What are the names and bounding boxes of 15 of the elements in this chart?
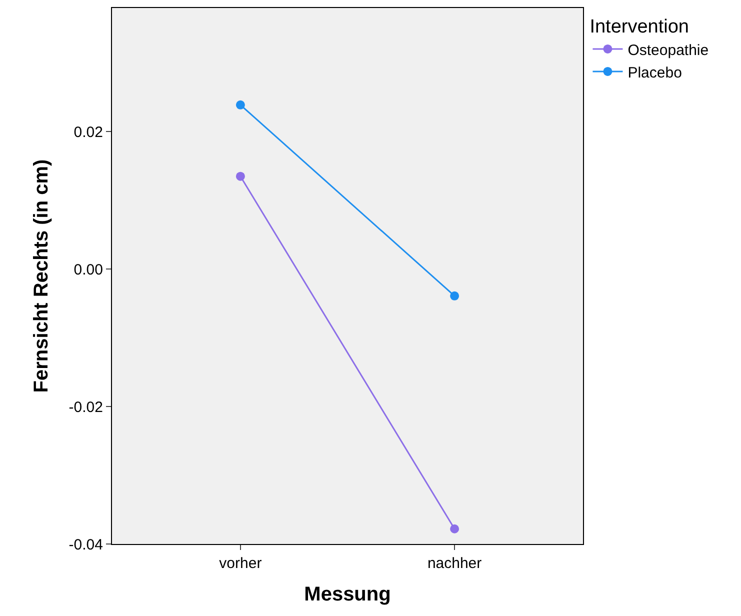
y-axis-title: Fernsicht Rechts (in cm) [30, 159, 52, 393]
y-tick-label: 0.02 [74, 124, 103, 141]
point [450, 524, 460, 534]
x-axis-title: Messung [304, 584, 391, 606]
y-tick-label: 0.00 [74, 261, 103, 278]
y-tick-label: -0.02 [68, 398, 103, 416]
legend-label: Osteopathie [628, 42, 709, 59]
point [450, 291, 460, 300]
y-tick-label: -0.04 [68, 536, 103, 554]
legend-label: Placebo [628, 64, 682, 82]
x-tick-label: nachher [427, 555, 482, 572]
x-tick-label: vorher [219, 555, 262, 572]
point [236, 172, 245, 181]
point [236, 100, 245, 110]
legend-title: Intervention [590, 16, 690, 38]
